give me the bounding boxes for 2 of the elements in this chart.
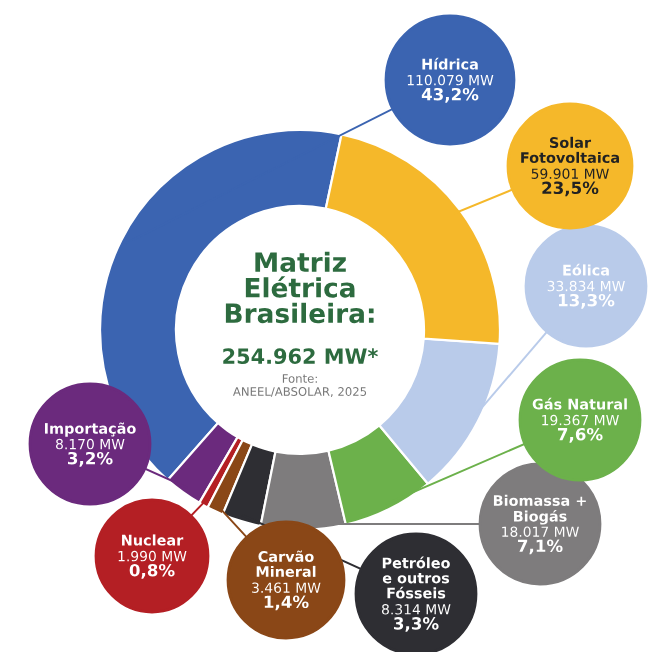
- text: 254.962 MW*: [223, 348, 378, 365]
- text: Matriz Elétrica Brasileira:: [225, 251, 374, 324]
